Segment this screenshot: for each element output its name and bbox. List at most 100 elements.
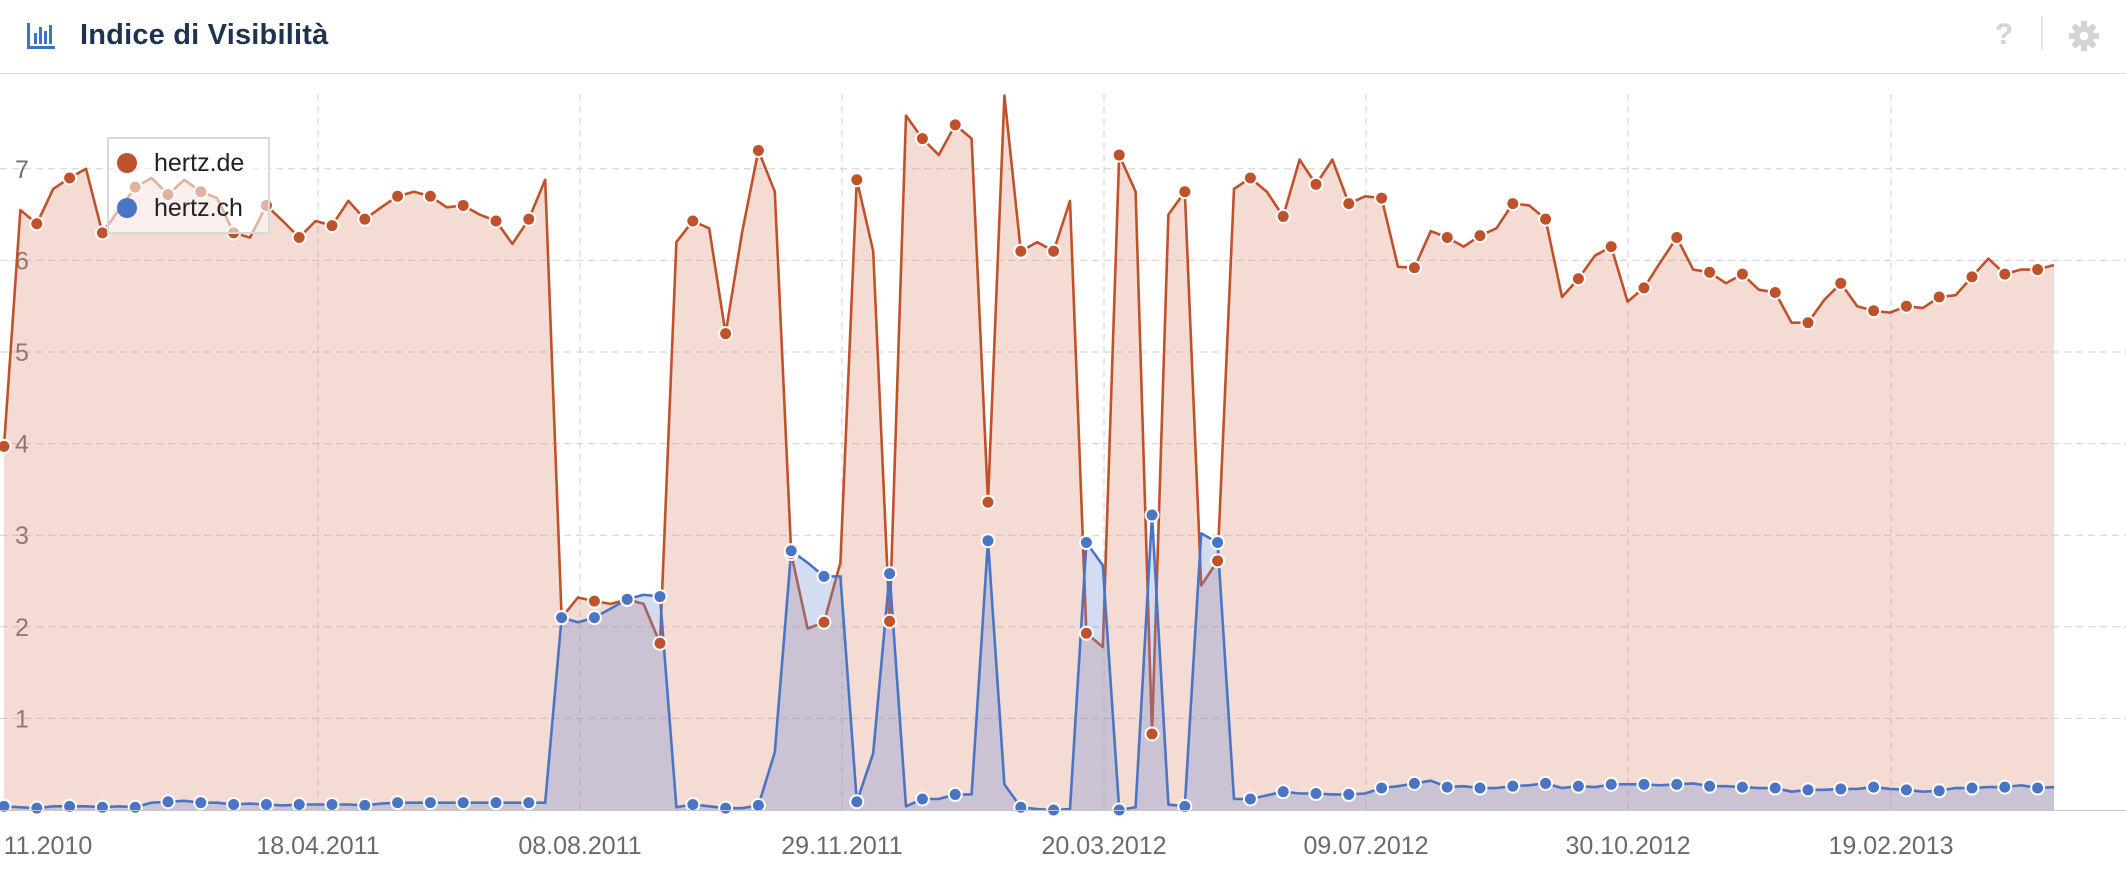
legend-item-series-2[interactable]: hertz.ch xyxy=(117,190,243,226)
data-point xyxy=(1242,791,1258,807)
data-point xyxy=(586,610,602,626)
data-point xyxy=(1898,782,1914,798)
data-point xyxy=(455,197,471,213)
data-point xyxy=(291,797,307,813)
data-point xyxy=(1406,260,1422,276)
data-point xyxy=(521,211,537,227)
data-point xyxy=(94,799,110,815)
data-point xyxy=(1111,147,1127,163)
data-point xyxy=(193,795,209,811)
data-point xyxy=(226,797,242,813)
data-point xyxy=(357,211,373,227)
data-point xyxy=(914,131,930,147)
header-divider xyxy=(2041,16,2043,50)
data-point xyxy=(422,795,438,811)
x-tick-label: 30.10.2012 xyxy=(1565,832,1690,860)
data-point xyxy=(488,213,504,229)
data-point xyxy=(685,213,701,229)
data-point xyxy=(882,613,898,629)
data-point xyxy=(1964,780,1980,796)
legend-label: hertz.de xyxy=(154,148,245,177)
legend-label: hertz.ch xyxy=(154,193,243,222)
data-point xyxy=(390,188,406,204)
data-point xyxy=(1472,228,1488,244)
data-point xyxy=(1734,266,1750,282)
x-tick-label: 19.02.2013 xyxy=(1828,832,1953,860)
data-point xyxy=(1636,776,1652,792)
data-point xyxy=(1374,780,1390,796)
data-point xyxy=(1767,284,1783,300)
data-point xyxy=(62,170,78,186)
data-point xyxy=(2030,780,2046,796)
legend-marker xyxy=(117,153,137,173)
data-point xyxy=(816,614,832,630)
data-point xyxy=(1013,243,1029,259)
data-point xyxy=(980,494,996,510)
data-point xyxy=(1833,275,1849,291)
data-point xyxy=(1341,786,1357,802)
y-tick-label: 2 xyxy=(15,614,29,642)
data-point xyxy=(1833,781,1849,797)
data-point xyxy=(1177,184,1193,200)
data-point xyxy=(1505,196,1521,212)
data-point xyxy=(816,568,832,584)
data-point xyxy=(62,798,78,814)
x-tick-label: 20.03.2012 xyxy=(1041,832,1166,860)
y-tick-label: 3 xyxy=(15,522,29,550)
data-point xyxy=(1866,779,1882,795)
data-point xyxy=(1078,625,1094,641)
data-point xyxy=(1177,798,1193,814)
legend-item-series-1[interactable]: hertz.de xyxy=(117,145,244,181)
visibility-chart: 123456711.201018.04.201108.08.201129.11.… xyxy=(0,94,2126,860)
data-point xyxy=(0,438,12,454)
data-point xyxy=(750,142,766,158)
data-point xyxy=(127,799,143,815)
data-point xyxy=(1669,230,1685,245)
data-point xyxy=(1603,776,1619,792)
data-point xyxy=(1439,779,1455,795)
data-point xyxy=(1210,553,1226,569)
data-point xyxy=(1505,778,1521,794)
data-point xyxy=(1374,190,1390,206)
data-point xyxy=(1242,170,1258,186)
data-point xyxy=(1931,783,1947,799)
x-tick-label: 29.11.2011 xyxy=(781,832,902,860)
data-point xyxy=(1767,780,1783,796)
data-point xyxy=(1669,776,1685,792)
data-point xyxy=(357,797,373,813)
widget-title: Indice di Visibilità xyxy=(80,19,329,51)
data-point xyxy=(750,797,766,813)
data-point xyxy=(783,543,799,559)
data-point xyxy=(488,795,504,811)
data-point xyxy=(455,795,471,811)
data-point xyxy=(1013,799,1029,815)
data-point xyxy=(1570,778,1586,794)
data-point xyxy=(1997,266,2013,282)
data-point xyxy=(849,172,865,188)
data-point xyxy=(0,798,12,814)
data-point xyxy=(1800,782,1816,798)
data-point xyxy=(258,797,274,813)
data-point xyxy=(1308,176,1324,192)
data-point xyxy=(1702,264,1718,280)
widget-header: Indice di Visibilità ? xyxy=(0,0,2126,74)
data-point xyxy=(1308,786,1324,802)
series-area-1 xyxy=(4,95,2054,810)
data-point xyxy=(947,786,963,802)
data-point xyxy=(422,188,438,204)
gear-icon[interactable] xyxy=(2068,20,2100,52)
data-point xyxy=(1538,211,1554,227)
data-point xyxy=(1538,775,1554,791)
data-point xyxy=(652,589,668,605)
data-point xyxy=(1997,779,2013,795)
data-point xyxy=(619,591,635,607)
data-point xyxy=(1144,726,1160,742)
data-point xyxy=(1603,239,1619,255)
data-point xyxy=(1636,280,1652,296)
data-point xyxy=(718,800,734,816)
data-point xyxy=(1800,315,1816,331)
data-point xyxy=(1275,784,1291,800)
help-icon[interactable]: ? xyxy=(1994,18,2014,51)
y-tick-label: 5 xyxy=(15,339,29,367)
